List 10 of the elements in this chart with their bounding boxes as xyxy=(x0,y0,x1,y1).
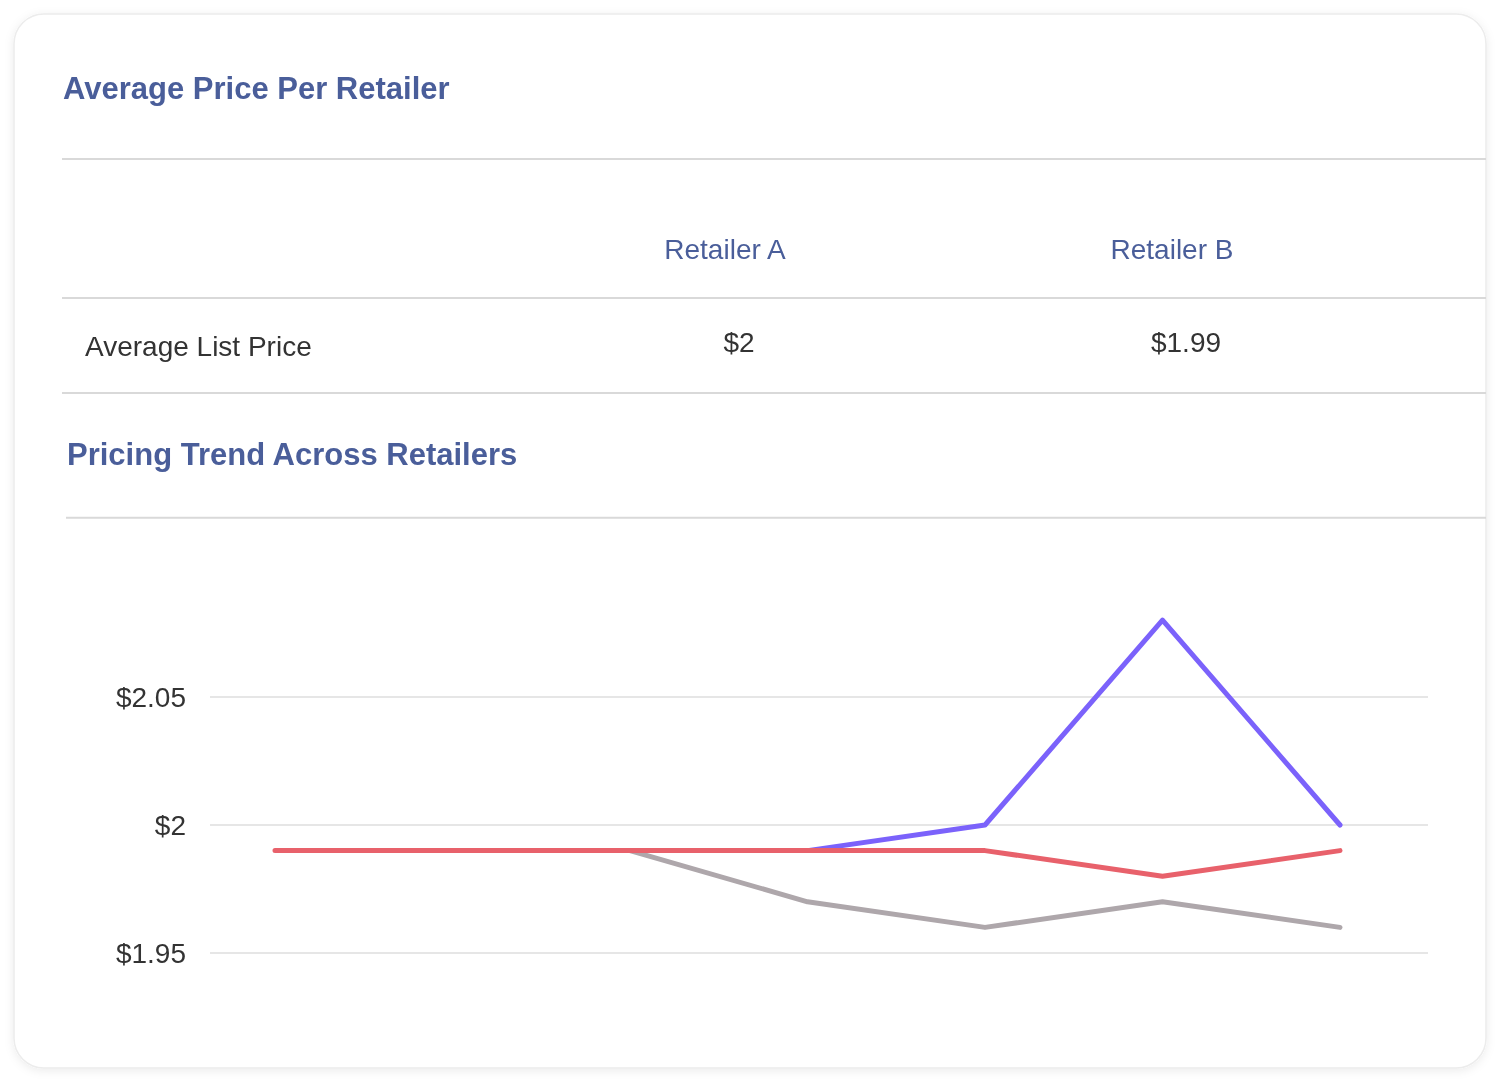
text: Average Price Per Retailer xyxy=(63,71,450,106)
category-label: Retailer B xyxy=(1110,234,1234,265)
y-tick-label: $2 xyxy=(154,809,186,841)
chart-title: Pricing Trend Across Retailers xyxy=(67,437,518,472)
y-tick-label: $1.95 xyxy=(115,937,186,969)
category-label: Retailer A xyxy=(664,234,787,265)
y-tick-label: $2.05 xyxy=(115,681,186,713)
data-label: $2 xyxy=(723,327,755,358)
data-label: $1.99 xyxy=(1150,327,1222,358)
text: Average List Price xyxy=(85,331,312,362)
